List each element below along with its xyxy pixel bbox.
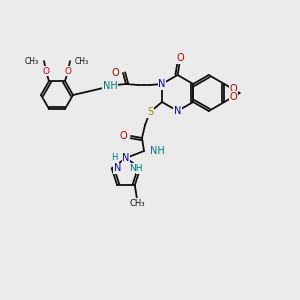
Text: O: O [43,67,50,76]
Text: N: N [114,164,121,173]
Text: NH: NH [130,164,143,173]
Text: O: O [230,92,237,102]
Text: H: H [112,154,118,163]
Text: O: O [119,131,127,141]
Text: O: O [64,67,71,76]
Text: CH₃: CH₃ [25,57,39,66]
Text: CH₃: CH₃ [75,57,89,66]
Text: S: S [147,107,153,117]
Text: NH: NH [103,81,117,91]
Text: N: N [158,79,166,89]
Text: N: N [136,164,144,173]
Text: N: N [122,153,130,163]
Text: O: O [111,68,119,78]
Text: CH₃: CH₃ [129,199,145,208]
Text: NH: NH [150,146,165,156]
Text: N: N [174,106,181,116]
Text: O: O [177,53,184,63]
Text: O: O [230,84,237,94]
